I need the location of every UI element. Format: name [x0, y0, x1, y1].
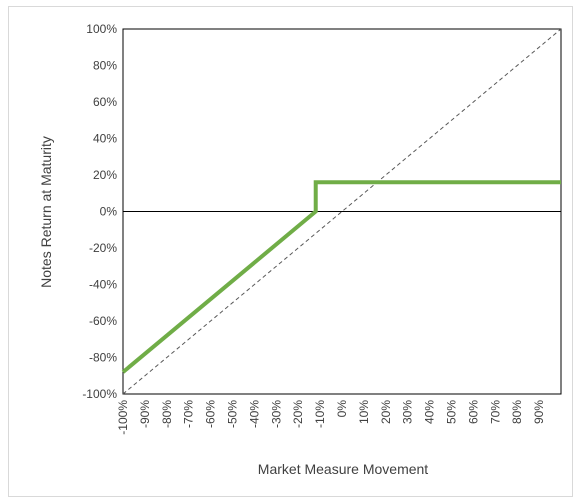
- y-tick-label: 80%: [93, 59, 117, 73]
- x-tick-label: -30%: [269, 400, 283, 428]
- y-tick-label: -40%: [89, 278, 117, 292]
- x-tick-label: -10%: [313, 400, 327, 428]
- x-tick-label: 30%: [401, 400, 415, 424]
- x-tick-label: -80%: [160, 400, 174, 428]
- x-tick-label: 0%: [335, 400, 349, 418]
- x-tick-label: -90%: [138, 400, 152, 428]
- y-tick-label: 100%: [86, 22, 117, 36]
- x-tick-label: -100%: [116, 400, 130, 435]
- y-tick-label: 60%: [93, 95, 117, 109]
- y-tick-label: 0%: [100, 205, 118, 219]
- x-tick-label: 90%: [532, 400, 546, 424]
- y-axis-title: Notes Return at Maturity: [38, 136, 54, 288]
- y-tick-label: 40%: [93, 132, 117, 146]
- y-tick-label: -60%: [89, 314, 117, 328]
- x-tick-label: -60%: [204, 400, 218, 428]
- y-tick-label: -80%: [89, 351, 117, 365]
- x-tick-label: 50%: [445, 400, 459, 424]
- x-tick-label: 40%: [423, 400, 437, 424]
- x-tick-labels: -100% -90% -80% -70% -60% -50% -40% -30% -20% -10…: [116, 400, 546, 435]
- y-tick-label: -20%: [89, 241, 117, 255]
- x-tick-label: 20%: [379, 400, 393, 424]
- x-tick-label: 10%: [357, 400, 371, 424]
- x-tick-label: -70%: [182, 400, 196, 428]
- x-tick-label: 70%: [488, 400, 502, 424]
- y-tick-label: -100%: [82, 387, 117, 401]
- x-tick-label: 60%: [466, 400, 480, 424]
- notes-return-line: [121, 180, 561, 374]
- y-tick-labels: 100% 80% 60% 40% 20% 0% -20% -40% -60% -80% -100%: [82, 22, 117, 401]
- x-tick-label: -50%: [226, 400, 240, 428]
- x-tick-label: -20%: [291, 400, 305, 428]
- x-tick-label: 80%: [510, 400, 524, 424]
- y-tick-label: 20%: [93, 168, 117, 182]
- series-layer: [121, 28, 562, 395]
- x-tick-label: -40%: [247, 400, 261, 428]
- chart-frame: [8, 6, 573, 497]
- x-axis-title: Market Measure Movement: [258, 461, 429, 477]
